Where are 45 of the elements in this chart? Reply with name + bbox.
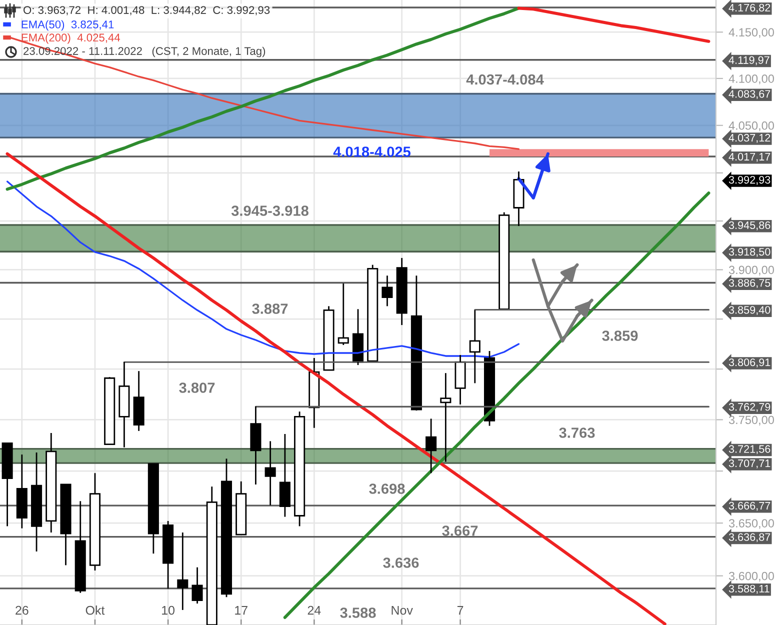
y-tick-label: 4.119,97 — [728, 56, 770, 66]
y-tick-label: 3.707,71 — [728, 459, 770, 468]
y-tick-label: 3.666,77 — [728, 502, 770, 511]
y-tick-label: 3.806,91 — [728, 358, 770, 368]
y-tick-label: 3.636,87 — [728, 533, 770, 542]
annotation: 3.636 — [383, 558, 419, 568]
annotation: 4.018-4.025 — [333, 146, 411, 157]
y-tick-label: 3.721,56 — [728, 445, 770, 454]
y-tick-label: 3.859,40 — [728, 306, 770, 316]
y-tick-label: 4.050,00 — [728, 121, 774, 132]
y-tick-label: 4.083,67 — [728, 90, 770, 100]
annotation: 3.667 — [442, 526, 478, 536]
y-tick-label: 4.176,82 — [728, 4, 770, 13]
annotation: 3.698 — [369, 484, 405, 494]
annotation: 3.763 — [559, 428, 595, 438]
annotation: 3.588 — [340, 608, 376, 618]
band-label: 4.037-4.084 — [466, 74, 544, 85]
y-tick-label: 3.918,50 — [728, 248, 770, 257]
x-tick-label: 7 — [457, 606, 464, 615]
annotation: 3.859 — [602, 330, 638, 341]
x-tick-label: 24 — [308, 606, 321, 615]
y-tick-label: 3.886,75 — [728, 279, 770, 288]
annotation: 3.887 — [252, 304, 288, 314]
y-tick-label: 3.992,93 — [728, 176, 770, 185]
y-tick-label: 3.945,86 — [728, 221, 770, 230]
y-tick-label: 4.037,12 — [728, 134, 770, 143]
x-tick-label: 17 — [235, 606, 248, 615]
y-tick-label: 4.017,17 — [728, 152, 770, 162]
x-tick-label: Okt — [86, 606, 105, 615]
band-label: 3.945-3.918 — [231, 206, 308, 216]
y-tick-label: 4.150,00 — [728, 28, 774, 38]
y-tick-label: 3.600,00 — [728, 572, 774, 582]
x-tick-label: 10 — [162, 606, 175, 615]
chart-title: O: 3.963,72 H: 4.001,48 L: 3.944,82 C: 3.992,93 — [24, 6, 270, 16]
y-tick-label: 3.588,11 — [728, 584, 770, 594]
y-tick-label: 4.100,00 — [728, 74, 774, 84]
y-tick-label: 3.762,79 — [728, 403, 770, 412]
y-tick-label: 3.750,00 — [728, 416, 774, 426]
x-tick-label: 26 — [16, 606, 28, 615]
legend-label: EMA(50) 3.825,41 — [22, 20, 114, 31]
y-tick-label: 3.900,00 — [728, 266, 774, 276]
x-tick-label: Nov — [392, 606, 413, 615]
annotation: 3.807 — [179, 382, 215, 393]
legend-label: EMA(200) 4.025,44 — [22, 33, 120, 44]
y-tick-label: 3.650,00 — [728, 519, 774, 529]
